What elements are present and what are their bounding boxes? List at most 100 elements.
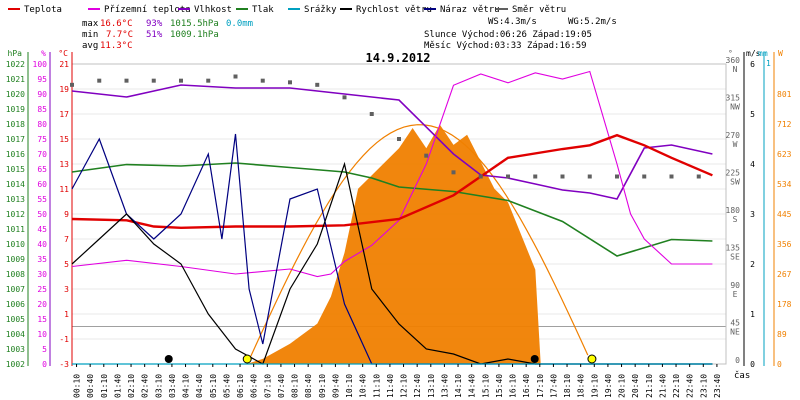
axis-dir-name: SW — [730, 178, 740, 187]
wind-dir-point — [151, 78, 156, 83]
wind-dir-point — [342, 95, 347, 100]
axis-hpa-tick: 1012 — [6, 210, 25, 219]
x-tick-label: 12:40 — [413, 374, 422, 398]
axis-hpa-tick: 1010 — [6, 240, 25, 249]
stat-avg-temp: 11.3°C — [100, 41, 133, 51]
moon-marker — [530, 355, 539, 363]
stat-sun: Slunce Východ:06:26 Západ:19:05 — [424, 30, 592, 40]
axis-solar-tick: 89 — [777, 330, 787, 339]
wind-dir-point — [397, 137, 401, 141]
axis-hpa-tick: 1004 — [6, 330, 25, 339]
axis-rain-tick: 1 — [766, 59, 771, 68]
axis-hpa-tick: 1014 — [6, 180, 25, 189]
axis-temp-tick: 19 — [59, 85, 69, 94]
x-tick-label: 14:10 — [454, 374, 463, 398]
stat-min-temp: 7.7°C — [106, 30, 133, 40]
axis-dir-name: NE — [730, 328, 740, 337]
wind-dir-point — [424, 153, 429, 158]
x-tick-label: 08:10 — [291, 374, 300, 398]
x-tick-label: 03:10 — [154, 374, 163, 398]
axis-percent-tick: 65 — [37, 165, 47, 174]
series-dew — [71, 70, 713, 278]
legend-label: Směr větru — [512, 5, 566, 15]
legend-label: Rychlost větru — [356, 5, 432, 15]
x-axis-label: čas — [734, 370, 750, 381]
axis-solar-tick: 267 — [777, 270, 792, 279]
plot-area — [70, 70, 713, 365]
x-tick-label: 21:40 — [658, 374, 667, 398]
x-tick-label: 14:40 — [468, 374, 477, 398]
axis-temp-tick: 15 — [59, 135, 69, 144]
axis-percent-tick: 20 — [37, 300, 47, 309]
axis-wind-tick: 3 — [750, 210, 755, 219]
stat-min-hum: 51% — [146, 30, 163, 40]
axis-solar-tick: 534 — [777, 180, 792, 189]
axis-hpa-tick: 1007 — [6, 285, 25, 294]
axis-hpa-tick: 1006 — [6, 300, 25, 309]
legend-label: Teplota — [24, 5, 62, 15]
x-tick-label: 07:40 — [277, 374, 286, 398]
axis-percent-tick: 85 — [37, 105, 47, 114]
x-tick-label: 11:40 — [386, 374, 395, 398]
x-tick-label: 09:40 — [331, 374, 340, 398]
axis-percent-tick: 100 — [33, 60, 48, 69]
wind-dir-point — [206, 78, 211, 83]
x-tick-label: 00:40 — [86, 374, 95, 398]
axis-hpa-tick: 1015 — [6, 165, 25, 174]
solar-theoretical-arc — [246, 124, 589, 365]
x-tick-label: 18:10 — [563, 374, 572, 398]
axis-hpa-tick: 1009 — [6, 255, 25, 264]
wind-dir-point — [506, 174, 510, 179]
wind-dir-point — [615, 174, 619, 179]
x-tick-label: 07:10 — [263, 374, 272, 398]
axis-temp-tick: 5 — [64, 260, 69, 269]
axis-hpa-tick: 1020 — [6, 90, 25, 99]
x-tick-label: 23:40 — [713, 374, 722, 398]
axis-hpa-tick: 1011 — [6, 225, 25, 234]
axis-temp-tick: 7 — [64, 235, 69, 244]
x-tick-label: 02:10 — [127, 374, 136, 398]
axis-solar-tick: 623 — [777, 150, 792, 159]
stat-max-rain: 0.0mm — [226, 19, 253, 29]
axis-percent-tick: 5 — [42, 345, 47, 354]
wind-dir-point — [233, 74, 238, 79]
axis-temp-tick: -1 — [59, 335, 69, 344]
axis-wind-tick: 6 — [750, 60, 755, 69]
axis-dir-name: S — [733, 215, 738, 224]
axis-percent-tick: 30 — [37, 270, 47, 279]
x-tick-label: 13:10 — [427, 374, 436, 398]
x-tick-label: 00:10 — [73, 374, 82, 398]
axis-hpa-tick: 1003 — [6, 345, 25, 354]
x-tick-label: 13:40 — [440, 374, 449, 398]
axis-percent-tick: 40 — [37, 240, 47, 249]
axis-dir-name: N — [733, 65, 738, 74]
axis-temp-tick: 17 — [59, 110, 69, 119]
axis-solar-label: W — [778, 49, 783, 58]
axis-solar-tick: 0 — [777, 360, 782, 369]
stat-wg: WG:5.2m/s — [568, 17, 617, 27]
x-tick-label: 06:40 — [250, 374, 259, 398]
x-tick-label: 09:10 — [318, 374, 327, 398]
axis-dir-label: ° — [728, 49, 733, 58]
axis-dir-tick: 135 — [726, 244, 741, 253]
axis-solar-tick: 712 — [777, 120, 792, 129]
axis-hpa-tick: 1017 — [6, 135, 25, 144]
axis-percent-tick: 95 — [37, 75, 47, 84]
x-axis: 00:10 00:40 01:10 01:40 02:10 02:40 03:10 03:40… — [73, 364, 750, 398]
x-tick-label: 16:10 — [509, 374, 518, 398]
wind-dir-point — [70, 82, 74, 87]
x-tick-label: 05:40 — [222, 374, 231, 398]
axis-percent-tick: 55 — [37, 195, 47, 204]
axis-wind-tick: 1 — [750, 310, 755, 319]
sun-marker — [587, 354, 597, 364]
axis-percent-tick: 50 — [37, 210, 47, 219]
x-tick-label: 21:10 — [645, 374, 654, 398]
axis-temp-label: °C — [58, 49, 68, 58]
stat-max-temp: 16.6°C — [100, 19, 133, 29]
wind-dir-point — [369, 112, 374, 116]
axis-percent-tick: 0 — [42, 360, 47, 369]
x-tick-label: 15:40 — [495, 374, 504, 398]
axis-hpa-tick: 1019 — [6, 105, 25, 114]
